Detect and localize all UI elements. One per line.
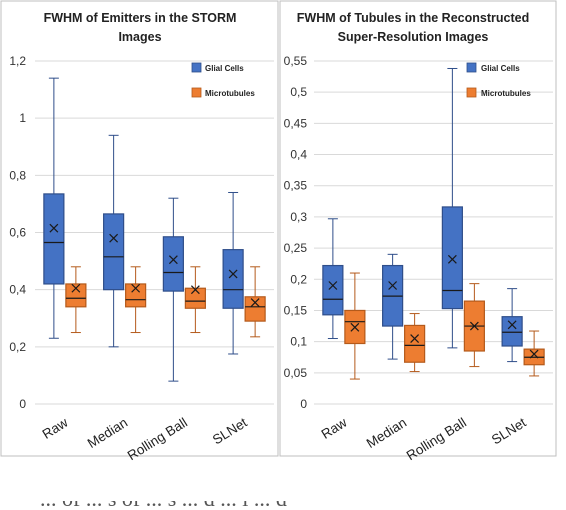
legend-label-glial: Glial Cells	[481, 64, 520, 73]
box-iqr	[222, 249, 244, 309]
legend-swatch-glial	[466, 62, 477, 73]
y-axis-ticks: 0 0,05 0,1 0,15 0,2 0,25 0,3 0,35 0,4 0,45 0,5 0,55	[284, 54, 308, 411]
box-iqr	[162, 236, 184, 292]
box-iqr	[501, 316, 523, 347]
box-glial-rolling-ball	[162, 197, 184, 382]
y-tick-label: 0,3	[290, 210, 307, 224]
y-tick-label: 0,6	[9, 226, 26, 240]
box-iqr	[441, 206, 463, 310]
box-glial-raw	[322, 218, 344, 340]
y-tick-label: 0,05	[284, 366, 308, 380]
boxes	[322, 67, 545, 380]
box-glial-raw	[43, 77, 65, 339]
box-iqr	[322, 264, 344, 316]
legend: Glial Cells Microtubules	[466, 62, 531, 98]
y-tick-label: 0,45	[284, 116, 308, 130]
y-tick-label: 0,35	[284, 179, 308, 193]
chart-panel-emitters: FWHM of Emitters in the STORM Images 0 0,…	[0, 0, 279, 463]
box-micro-median	[404, 313, 426, 373]
box-micro-rolling-ball	[463, 283, 485, 368]
box-micro-median	[125, 266, 147, 334]
y-tick-label: 0,2	[290, 272, 307, 286]
mean-marker	[388, 281, 398, 290]
mean-marker	[469, 321, 479, 331]
chart-title-line-2: Super-Resolution Images	[338, 30, 489, 44]
box-micro-raw	[344, 272, 366, 380]
box-micro-slnet	[523, 330, 545, 377]
gridlines	[35, 60, 274, 405]
caption-fragment: ... of ... s of ... s ... d ... l ... d	[40, 486, 287, 510]
y-tick-label: 0,55	[284, 54, 308, 68]
legend-label-glial: Glial Cells	[205, 64, 244, 73]
legend-swatch-micro	[191, 87, 202, 98]
mean-marker	[228, 269, 238, 279]
mean-marker	[109, 233, 119, 243]
mean-marker	[350, 322, 360, 332]
legend: Glial Cells Microtubules	[191, 62, 255, 98]
mean-marker	[328, 281, 338, 290]
y-tick-label: 0,25	[284, 241, 308, 255]
mean-marker	[447, 254, 457, 264]
y-tick-label: 0,15	[284, 303, 308, 317]
legend-swatch-micro	[466, 87, 477, 98]
y-tick-label: 1	[19, 111, 26, 125]
box-iqr	[125, 283, 147, 308]
mean-marker	[190, 285, 200, 295]
mean-marker	[250, 298, 260, 307]
box-glial-slnet	[222, 191, 244, 355]
y-axis-ticks: 0 0,2 0,4 0,6 0,8 1 1,2	[9, 54, 26, 411]
chart-title-line-1: FWHM of Tubules in the Reconstructed	[297, 11, 529, 25]
chart-panel-tubules: FWHM of Tubules in the Reconstructed Sup…	[279, 0, 557, 463]
mean-marker	[71, 283, 81, 293]
y-tick-label: 0,1	[290, 335, 307, 349]
box-glial-median	[382, 253, 404, 360]
legend-label-micro: Microtubules	[481, 89, 531, 98]
box-iqr	[103, 213, 125, 291]
box-iqr	[43, 193, 65, 285]
box-iqr	[184, 287, 206, 309]
mean-marker	[131, 283, 141, 293]
boxes	[43, 77, 266, 382]
chart-title-line-1: FWHM of Emitters in the STORM	[44, 11, 237, 25]
box-glial-slnet	[501, 288, 523, 363]
box-iqr	[244, 296, 266, 322]
box-iqr	[404, 324, 426, 363]
mean-marker	[49, 223, 59, 233]
y-tick-label: 0,5	[290, 85, 307, 99]
box-micro-slnet	[244, 266, 266, 338]
box-glial-median	[103, 134, 125, 348]
mean-marker	[168, 255, 178, 265]
y-tick-label: 0	[300, 397, 307, 411]
box-micro-raw	[65, 266, 87, 334]
y-tick-label: 0,2	[9, 340, 26, 354]
y-tick-label: 0,4	[290, 148, 307, 162]
y-tick-label: 0,8	[9, 168, 26, 182]
y-tick-label: 1,2	[9, 54, 26, 68]
y-tick-label: 0	[19, 397, 26, 411]
mean-marker	[410, 334, 420, 343]
chart-title-line-2: Images	[118, 30, 161, 44]
box-iqr	[65, 283, 87, 308]
mean-marker	[529, 349, 539, 359]
legend-swatch-glial	[191, 62, 202, 73]
mean-marker	[507, 320, 517, 330]
panel-border	[279, 0, 557, 457]
box-glial-rolling-ball	[441, 67, 463, 349]
legend-label-micro: Microtubules	[205, 89, 255, 98]
box-micro-rolling-ball	[184, 266, 206, 334]
y-tick-label: 0,4	[9, 283, 26, 297]
